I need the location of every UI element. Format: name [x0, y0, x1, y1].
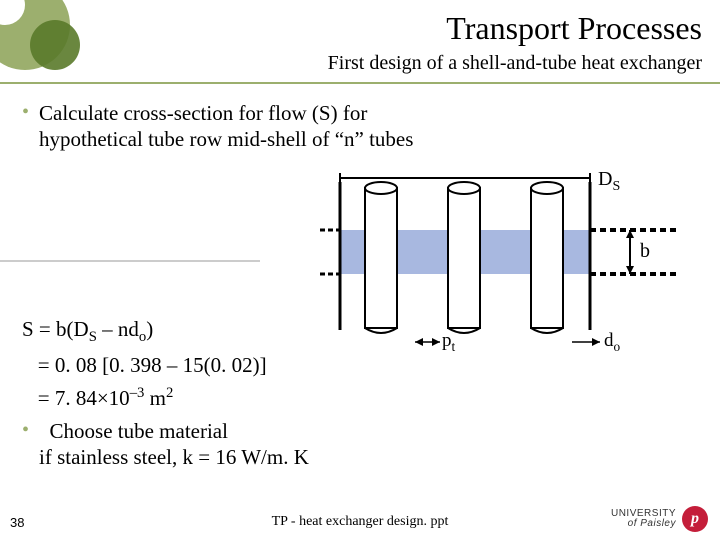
tube-3: [531, 182, 563, 333]
title-rule: [0, 82, 720, 84]
mid-rule: [0, 260, 260, 262]
diagram-svg: [320, 170, 700, 360]
label-pt: pt: [442, 330, 455, 355]
corner-decoration: [0, 0, 100, 100]
formula-line3: = 7. 84×10–3 m2: [22, 379, 267, 412]
bullet-1: • Calculate cross-section for flow (S) f…: [22, 100, 698, 152]
bullet-1-line1: Calculate cross-section for flow (S) for: [39, 101, 367, 125]
bullet-2-line2: if stainless steel, k = 16 W/m. K: [39, 445, 309, 469]
logo-icon: p: [682, 506, 708, 532]
formula-line1: S = b(DS – ndo): [22, 315, 267, 351]
bullet-2-line1: Choose tube material: [50, 419, 228, 443]
content-area: • Calculate cross-section for flow (S) f…: [22, 100, 698, 158]
label-do: do: [604, 330, 620, 355]
label-b: b: [640, 240, 650, 263]
tube-diagram: DS b pt do: [320, 170, 700, 360]
university-logo: UNIVERSITY of Paisley p: [611, 506, 708, 532]
page-title: Transport Processes: [446, 10, 702, 47]
label-ds: DS: [598, 168, 620, 195]
formula: S = b(DS – ndo) = 0. 08 [0. 398 – 15(0. …: [22, 315, 267, 412]
tube-1: [365, 182, 397, 333]
formula-line2: = 0. 08 [0. 398 – 15(0. 02)]: [22, 351, 267, 379]
bullet-1-line2: hypothetical tube row mid-shell of “n” t…: [39, 127, 413, 151]
bullet-1-text: Calculate cross-section for flow (S) for…: [39, 100, 413, 152]
bullet-marker: •: [22, 100, 29, 124]
tube-2: [448, 182, 480, 333]
bullet-marker: •: [22, 418, 29, 442]
page-subtitle: First design of a shell-and-tube heat ex…: [328, 52, 702, 75]
logo-text: UNIVERSITY of Paisley: [611, 509, 676, 529]
bullet-2-text: Choose tube material if stainless steel,…: [39, 418, 309, 470]
bullet-2: • Choose tube material if stainless stee…: [22, 418, 309, 470]
